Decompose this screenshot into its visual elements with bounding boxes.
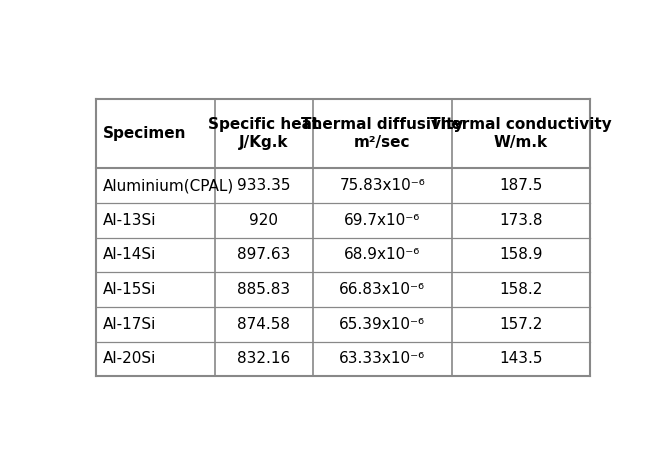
Text: Specific heat
J/Kg.k: Specific heat J/Kg.k <box>208 117 320 150</box>
Text: 63.33x10⁻⁶: 63.33x10⁻⁶ <box>339 351 425 366</box>
Text: 920: 920 <box>250 213 278 228</box>
Text: Al-15Si: Al-15Si <box>103 282 156 297</box>
Text: Thermal diffusivity
m²/sec: Thermal diffusivity m²/sec <box>301 117 463 150</box>
Text: 933.35: 933.35 <box>237 178 291 193</box>
Text: Specimen: Specimen <box>103 126 186 141</box>
Text: 173.8: 173.8 <box>499 213 543 228</box>
Text: Aluminium(CPAL): Aluminium(CPAL) <box>103 178 233 193</box>
Text: Al-20Si: Al-20Si <box>103 351 156 366</box>
Text: Al-17Si: Al-17Si <box>103 317 156 332</box>
Text: 885.83: 885.83 <box>237 282 291 297</box>
Text: Thermal conductivity
W/m.k: Thermal conductivity W/m.k <box>430 117 612 150</box>
Text: 66.83x10⁻⁶: 66.83x10⁻⁶ <box>339 282 425 297</box>
Text: 75.83x10⁻⁶: 75.83x10⁻⁶ <box>339 178 425 193</box>
Text: 832.16: 832.16 <box>237 351 291 366</box>
Text: Al-14Si: Al-14Si <box>103 248 156 262</box>
Text: 897.63: 897.63 <box>237 248 291 262</box>
Text: 187.5: 187.5 <box>499 178 543 193</box>
Text: 68.9x10⁻⁶: 68.9x10⁻⁶ <box>344 248 421 262</box>
Text: 158.9: 158.9 <box>499 248 543 262</box>
Text: 157.2: 157.2 <box>499 317 543 332</box>
Text: 143.5: 143.5 <box>499 351 543 366</box>
Text: Al-13Si: Al-13Si <box>103 213 156 228</box>
Text: 65.39x10⁻⁶: 65.39x10⁻⁶ <box>339 317 425 332</box>
Text: 69.7x10⁻⁶: 69.7x10⁻⁶ <box>344 213 421 228</box>
Text: 874.58: 874.58 <box>237 317 291 332</box>
Text: 158.2: 158.2 <box>499 282 543 297</box>
